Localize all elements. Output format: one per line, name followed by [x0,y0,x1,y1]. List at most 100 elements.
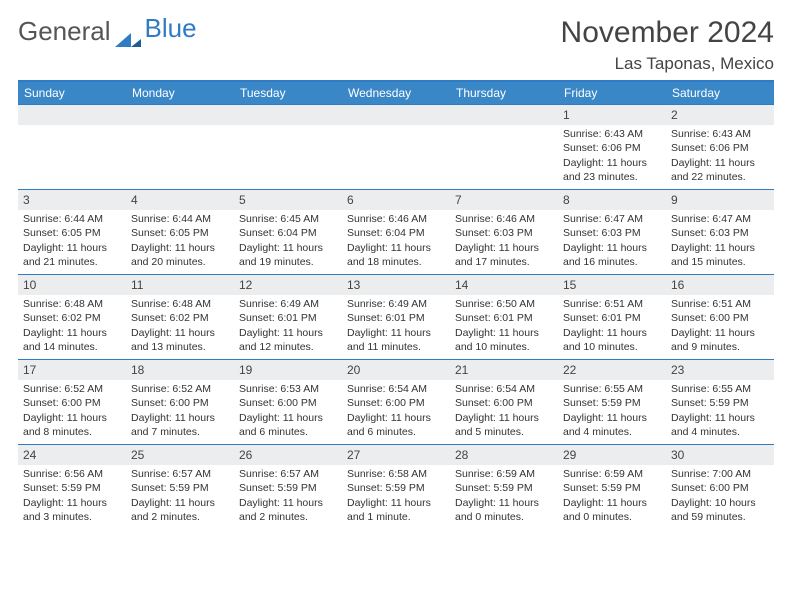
sunset-text: Sunset: 5:59 PM [671,396,769,410]
day-number: 28 [450,445,558,465]
day-cell: 10Sunrise: 6:48 AMSunset: 6:02 PMDayligh… [18,275,126,359]
daylight-text: Daylight: 11 hours and 2 minutes. [131,496,229,524]
sunrise-text: Sunrise: 6:51 AM [671,297,769,311]
day-cell [126,105,234,189]
daylight-text: Daylight: 11 hours and 2 minutes. [239,496,337,524]
sunrise-text: Sunrise: 6:48 AM [131,297,229,311]
sunrise-text: Sunrise: 6:59 AM [563,467,661,481]
day-body: Sunrise: 6:59 AMSunset: 5:59 PMDaylight:… [558,465,666,528]
sunset-text: Sunset: 5:59 PM [239,481,337,495]
sunrise-text: Sunrise: 6:50 AM [455,297,553,311]
sunset-text: Sunset: 5:59 PM [563,396,661,410]
daylight-text: Daylight: 11 hours and 16 minutes. [563,241,661,269]
day-body: Sunrise: 6:50 AMSunset: 6:01 PMDaylight:… [450,295,558,358]
day-cell: 20Sunrise: 6:54 AMSunset: 6:00 PMDayligh… [342,360,450,444]
day-number: 17 [18,360,126,380]
sunset-text: Sunset: 6:06 PM [671,141,769,155]
day-number-empty [450,105,558,125]
daylight-text: Daylight: 11 hours and 3 minutes. [23,496,121,524]
daylight-text: Daylight: 11 hours and 1 minute. [347,496,445,524]
daylight-text: Daylight: 11 hours and 23 minutes. [563,156,661,184]
day-body: Sunrise: 6:44 AMSunset: 6:05 PMDaylight:… [18,210,126,273]
sunrise-text: Sunrise: 6:51 AM [563,297,661,311]
day-body: Sunrise: 6:52 AMSunset: 6:00 PMDaylight:… [18,380,126,443]
sunset-text: Sunset: 6:01 PM [239,311,337,325]
day-cell: 29Sunrise: 6:59 AMSunset: 5:59 PMDayligh… [558,445,666,529]
day-cell: 16Sunrise: 6:51 AMSunset: 6:00 PMDayligh… [666,275,774,359]
daylight-text: Daylight: 11 hours and 13 minutes. [131,326,229,354]
sunrise-text: Sunrise: 6:49 AM [239,297,337,311]
day-cell: 22Sunrise: 6:55 AMSunset: 5:59 PMDayligh… [558,360,666,444]
day-header: Tuesday [234,82,342,104]
day-number: 9 [666,190,774,210]
daylight-text: Daylight: 11 hours and 21 minutes. [23,241,121,269]
sunset-text: Sunset: 6:00 PM [671,481,769,495]
day-body: Sunrise: 6:56 AMSunset: 5:59 PMDaylight:… [18,465,126,528]
sunrise-text: Sunrise: 6:56 AM [23,467,121,481]
sunset-text: Sunset: 6:03 PM [671,226,769,240]
daylight-text: Daylight: 11 hours and 0 minutes. [455,496,553,524]
sunset-text: Sunset: 6:05 PM [23,226,121,240]
daylight-text: Daylight: 11 hours and 10 minutes. [455,326,553,354]
day-cell: 18Sunrise: 6:52 AMSunset: 6:00 PMDayligh… [126,360,234,444]
daylight-text: Daylight: 11 hours and 0 minutes. [563,496,661,524]
sunrise-text: Sunrise: 6:58 AM [347,467,445,481]
day-body: Sunrise: 6:49 AMSunset: 6:01 PMDaylight:… [234,295,342,358]
day-cell: 26Sunrise: 6:57 AMSunset: 5:59 PMDayligh… [234,445,342,529]
sunrise-text: Sunrise: 7:00 AM [671,467,769,481]
sunrise-text: Sunrise: 6:55 AM [563,382,661,396]
sunrise-text: Sunrise: 6:43 AM [563,127,661,141]
daylight-text: Daylight: 11 hours and 12 minutes. [239,326,337,354]
daylight-text: Daylight: 11 hours and 6 minutes. [239,411,337,439]
sunrise-text: Sunrise: 6:48 AM [23,297,121,311]
day-number: 19 [234,360,342,380]
daylight-text: Daylight: 11 hours and 4 minutes. [671,411,769,439]
daylight-text: Daylight: 11 hours and 5 minutes. [455,411,553,439]
weeks-container: 1Sunrise: 6:43 AMSunset: 6:06 PMDaylight… [18,104,774,529]
day-cell: 28Sunrise: 6:59 AMSunset: 5:59 PMDayligh… [450,445,558,529]
day-number: 8 [558,190,666,210]
day-number: 2 [666,105,774,125]
sunrise-text: Sunrise: 6:54 AM [347,382,445,396]
day-cell: 30Sunrise: 7:00 AMSunset: 6:00 PMDayligh… [666,445,774,529]
day-number: 15 [558,275,666,295]
day-cell: 5Sunrise: 6:45 AMSunset: 6:04 PMDaylight… [234,190,342,274]
sunset-text: Sunset: 6:04 PM [239,226,337,240]
day-cell: 21Sunrise: 6:54 AMSunset: 6:00 PMDayligh… [450,360,558,444]
sunset-text: Sunset: 6:00 PM [239,396,337,410]
sunset-text: Sunset: 6:02 PM [23,311,121,325]
day-cell: 17Sunrise: 6:52 AMSunset: 6:00 PMDayligh… [18,360,126,444]
day-body: Sunrise: 6:57 AMSunset: 5:59 PMDaylight:… [234,465,342,528]
day-header: Thursday [450,82,558,104]
day-body: Sunrise: 6:58 AMSunset: 5:59 PMDaylight:… [342,465,450,528]
day-number-empty [18,105,126,125]
day-cell: 13Sunrise: 6:49 AMSunset: 6:01 PMDayligh… [342,275,450,359]
daylight-text: Daylight: 11 hours and 7 minutes. [131,411,229,439]
sunset-text: Sunset: 5:59 PM [455,481,553,495]
day-cell: 9 Sunrise: 6:47 AMSunset: 6:03 PMDaylight… [666,190,774,274]
day-cell: 24Sunrise: 6:56 AMSunset: 5:59 PMDayligh… [18,445,126,529]
sunset-text: Sunset: 5:59 PM [347,481,445,495]
daylight-text: Daylight: 11 hours and 6 minutes. [347,411,445,439]
day-cell: 23Sunrise: 6:55 AMSunset: 5:59 PMDayligh… [666,360,774,444]
day-number: 29 [558,445,666,465]
sunset-text: Sunset: 6:00 PM [23,396,121,410]
day-header: Wednesday [342,82,450,104]
sunset-text: Sunset: 5:59 PM [131,481,229,495]
sunset-text: Sunset: 6:04 PM [347,226,445,240]
sunset-text: Sunset: 5:59 PM [23,481,121,495]
sunrise-text: Sunrise: 6:47 AM [671,212,769,226]
day-number: 26 [234,445,342,465]
day-number: 24 [18,445,126,465]
day-number: 21 [450,360,558,380]
day-header: Sunday [18,82,126,104]
sunset-text: Sunset: 6:01 PM [563,311,661,325]
sunrise-text: Sunrise: 6:49 AM [347,297,445,311]
day-header: Friday [558,82,666,104]
daylight-text: Daylight: 11 hours and 15 minutes. [671,241,769,269]
daylight-text: Daylight: 11 hours and 22 minutes. [671,156,769,184]
day-number: 7 [450,190,558,210]
month-title: November 2024 [561,16,774,50]
day-body: Sunrise: 6:53 AMSunset: 6:00 PMDaylight:… [234,380,342,443]
day-number: 5 [234,190,342,210]
